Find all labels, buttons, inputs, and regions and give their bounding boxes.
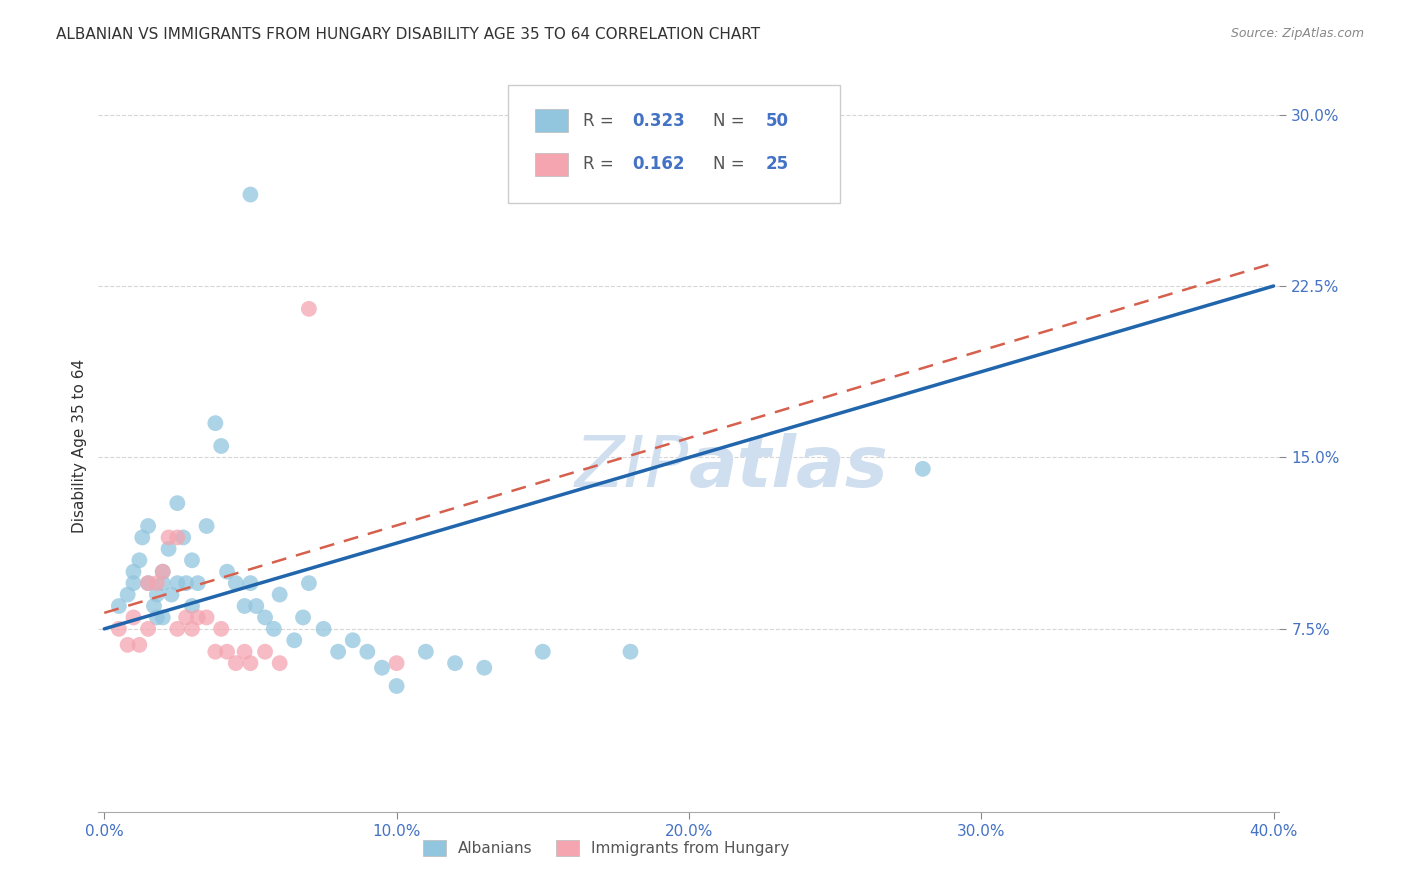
Point	[152, 565, 174, 579]
Point	[263, 622, 285, 636]
Point	[174, 576, 197, 591]
Point	[254, 610, 277, 624]
Text: Source: ZipAtlas.com: Source: ZipAtlas.com	[1230, 27, 1364, 40]
Point	[415, 645, 437, 659]
Point	[122, 565, 145, 579]
Point	[342, 633, 364, 648]
Point	[619, 645, 641, 659]
Point	[152, 565, 174, 579]
Point	[356, 645, 378, 659]
Point	[326, 645, 349, 659]
Point	[174, 610, 197, 624]
Point	[233, 599, 256, 613]
Text: R =: R =	[582, 112, 619, 129]
Point	[215, 565, 238, 579]
Point	[385, 679, 408, 693]
Point	[117, 638, 139, 652]
Point	[209, 622, 232, 636]
Point	[312, 622, 335, 636]
Point	[233, 645, 256, 659]
Point	[136, 622, 159, 636]
Point	[298, 301, 321, 316]
Point	[298, 576, 321, 591]
Point	[152, 576, 174, 591]
Point	[122, 610, 145, 624]
Point	[215, 645, 238, 659]
Text: 25: 25	[766, 155, 789, 173]
Point	[166, 576, 188, 591]
Text: N =: N =	[713, 112, 749, 129]
Point	[195, 610, 218, 624]
Text: atlas: atlas	[689, 434, 889, 502]
Point	[225, 576, 247, 591]
Point	[172, 530, 194, 544]
Point	[166, 530, 188, 544]
Point	[166, 622, 188, 636]
Point	[472, 661, 495, 675]
Point	[269, 588, 291, 602]
Point	[136, 519, 159, 533]
Text: R =: R =	[582, 155, 619, 173]
Point	[146, 610, 169, 624]
Legend: Albanians, Immigrants from Hungary: Albanians, Immigrants from Hungary	[418, 834, 796, 863]
Point	[157, 541, 180, 556]
Point	[122, 576, 145, 591]
Y-axis label: Disability Age 35 to 64: Disability Age 35 to 64	[72, 359, 87, 533]
Point	[117, 588, 139, 602]
Point	[181, 553, 204, 567]
Point	[128, 553, 150, 567]
Point	[146, 576, 169, 591]
Point	[160, 588, 183, 602]
Point	[209, 439, 232, 453]
Point	[531, 645, 554, 659]
Point	[254, 645, 277, 659]
FancyBboxPatch shape	[536, 153, 568, 176]
Point	[239, 656, 262, 670]
Text: 0.323: 0.323	[633, 112, 685, 129]
Point	[204, 416, 226, 430]
Text: ZIP: ZIP	[575, 434, 689, 502]
Text: ALBANIAN VS IMMIGRANTS FROM HUNGARY DISABILITY AGE 35 TO 64 CORRELATION CHART: ALBANIAN VS IMMIGRANTS FROM HUNGARY DISA…	[56, 27, 761, 42]
Point	[204, 645, 226, 659]
Point	[128, 638, 150, 652]
Text: 0.162: 0.162	[633, 155, 685, 173]
Point	[166, 496, 188, 510]
Point	[108, 599, 131, 613]
Point	[269, 656, 291, 670]
Point	[131, 530, 153, 544]
Point	[152, 610, 174, 624]
Point	[136, 576, 159, 591]
Point	[181, 622, 204, 636]
Point	[108, 622, 131, 636]
Point	[239, 576, 262, 591]
Point	[187, 576, 209, 591]
Point	[195, 519, 218, 533]
Point	[911, 462, 934, 476]
Point	[371, 661, 394, 675]
Point	[157, 530, 180, 544]
Point	[136, 576, 159, 591]
Point	[444, 656, 467, 670]
Point	[245, 599, 267, 613]
FancyBboxPatch shape	[508, 86, 841, 203]
Point	[239, 187, 262, 202]
Text: N =: N =	[713, 155, 749, 173]
Point	[283, 633, 305, 648]
Point	[181, 599, 204, 613]
Point	[187, 610, 209, 624]
Text: 50: 50	[766, 112, 789, 129]
FancyBboxPatch shape	[536, 109, 568, 132]
Point	[225, 656, 247, 670]
Point	[146, 588, 169, 602]
Point	[292, 610, 315, 624]
Point	[385, 656, 408, 670]
Point	[143, 599, 166, 613]
